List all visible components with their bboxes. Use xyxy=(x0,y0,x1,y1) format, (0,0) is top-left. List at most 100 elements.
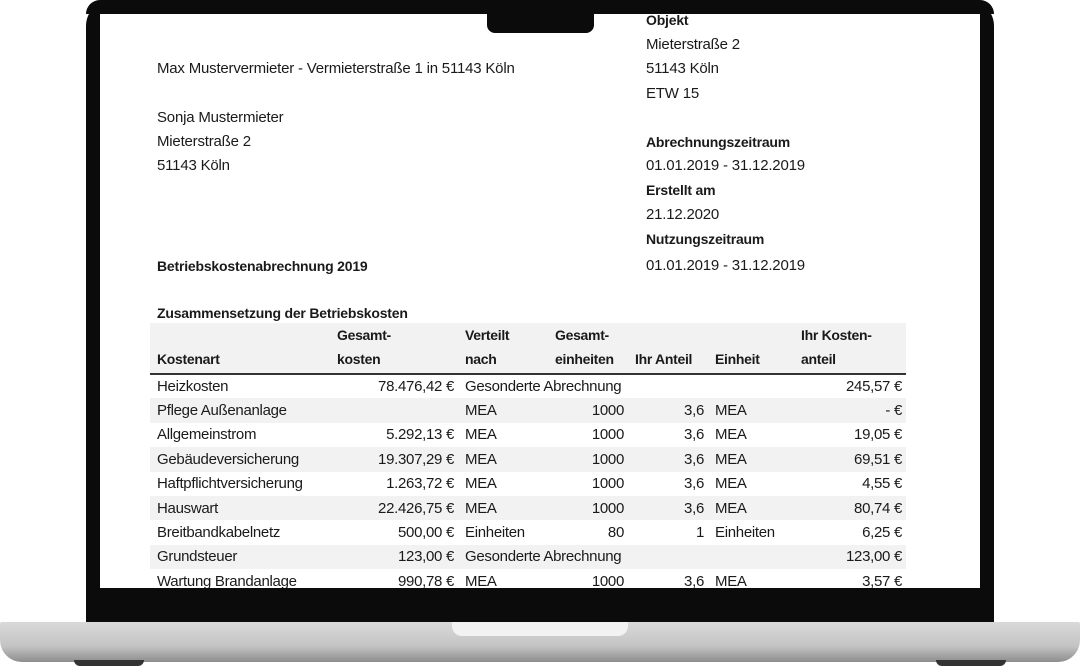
table-cell: 6,25 € xyxy=(862,524,902,542)
camera-notch xyxy=(487,14,594,33)
lid-opening-groove xyxy=(452,622,628,636)
cost-table: Kostenart Gesamt-kosten Verteilt nach Gesamt… xyxy=(150,323,906,588)
table-cell: MEA xyxy=(458,495,548,521)
table-cell: Pflege Außenanlage xyxy=(150,398,330,423)
table-cell: Allgemeinstrom xyxy=(157,426,257,444)
table-cell: 4,55 € xyxy=(862,475,902,493)
usage-period-label: Nutzungszeitraum xyxy=(646,231,765,247)
table-cell: 245,57 € xyxy=(846,378,902,396)
table-cell: 990,78 € xyxy=(398,572,454,588)
column-header: Einheit xyxy=(708,323,794,375)
object-city: 51143 Köln xyxy=(646,60,719,77)
bezel xyxy=(86,0,994,14)
created-value: 21.12.2020 xyxy=(646,206,720,223)
column-header-line: Gesamt- xyxy=(555,327,609,343)
column-header-line: Ihr Kosten- xyxy=(801,327,872,343)
table-cell: MEA xyxy=(458,398,548,423)
table-cell: MEA xyxy=(715,572,747,588)
laptop-foot xyxy=(74,660,144,666)
billing-period-value: 01.01.2019 - 31.12.2019 xyxy=(646,157,805,174)
table-cell: 3,6 xyxy=(684,475,704,493)
billing-period-label: Abrechnungszeitraum xyxy=(646,134,790,150)
table-cell: Breitbandkabelnetz xyxy=(157,524,281,542)
column-header-line: Verteilt xyxy=(465,327,510,343)
table-cell: 1000 xyxy=(591,572,624,588)
table-cell: 1000 xyxy=(591,426,624,444)
table-cell: 1000 xyxy=(548,495,628,521)
column-header-line: Einheit xyxy=(715,351,760,367)
document-screen: Max Mustervermieter - Vermieterstraße 1 … xyxy=(100,0,980,588)
table-cell: Einheiten xyxy=(715,524,775,542)
table-row: Grundsteuer 123,00 € Gesonderte Abrechnung… xyxy=(150,544,906,570)
table-row: Breitbandkabelnetz 500,00 € Einheiten 80 1 Ei… xyxy=(150,520,906,544)
document-title: Betriebskostenabrechnung 2019 xyxy=(157,258,368,274)
created-label: Erstellt am xyxy=(646,182,716,198)
table-cell: 19.307,29 € xyxy=(330,447,458,472)
column-header: Gesamt-kosten xyxy=(330,323,458,375)
column-header-line: kosten xyxy=(337,351,381,367)
table-cell: 1000 xyxy=(548,398,628,423)
table-cell: Gesonderte Abrechnung xyxy=(458,544,794,570)
column-header-line xyxy=(157,323,326,347)
column-header-line: nach xyxy=(465,351,497,367)
column-header-line: Ihr Anteil xyxy=(635,351,693,367)
recipient-street: Mieterstraße 2 xyxy=(157,133,251,150)
column-header-line xyxy=(715,323,790,347)
table-cell: MEA xyxy=(708,398,794,423)
table-cell: 1000 xyxy=(591,475,624,493)
table-cell: Hauswart xyxy=(150,495,330,521)
column-header: Gesamt-einheiten xyxy=(548,323,628,375)
table-cell: 123,00 € xyxy=(794,544,906,570)
table-cell: 80 xyxy=(607,524,624,542)
table-cell: Einheiten xyxy=(465,524,525,542)
table-cell: 69,51 € xyxy=(794,447,906,472)
table-cell: Heizkosten xyxy=(157,378,229,396)
table-cell: MEA xyxy=(715,426,747,444)
table-cell: MEA xyxy=(465,426,497,444)
usage-period-value: 01.01.2019 - 31.12.2019 xyxy=(646,257,805,274)
table-cell: 3,6 xyxy=(684,426,704,444)
table-cell: 78.476,42 € xyxy=(378,378,454,396)
table-cell: 3,6 xyxy=(628,495,708,521)
table-cell: 1000 xyxy=(548,447,628,472)
table-cell: Grundsteuer xyxy=(150,544,330,570)
column-header: Verteilt nach xyxy=(458,323,548,375)
table-cell: 5.292,13 € xyxy=(386,426,454,444)
laptop-foot xyxy=(936,660,1006,666)
table-row: Wartung Brandanlage 990,78 € MEA 1000 3,6 MEA… xyxy=(150,569,906,588)
table-cell: Haftpflichtversicherung xyxy=(157,475,303,493)
column-header-line: anteil xyxy=(801,351,836,367)
column-header: Ihr Kosten-anteil xyxy=(794,323,906,375)
table-cell: 3,6 xyxy=(628,447,708,472)
column-header-line: Kostenart xyxy=(157,351,220,367)
sender-line: Max Mustervermieter - Vermieterstraße 1 … xyxy=(157,60,515,77)
column-header-line: Gesamt- xyxy=(337,327,391,343)
recipient-name: Sonja Mustermieter xyxy=(157,109,284,126)
table-cell: MEA xyxy=(465,572,497,588)
table-cell: 500,00 € xyxy=(398,524,454,542)
table-cell: 3,6 xyxy=(628,398,708,423)
table-cell: Gesonderte Abrechnung xyxy=(465,378,622,396)
table-cell: 19,05 € xyxy=(854,426,902,444)
table-cell: 3,6 xyxy=(684,572,704,588)
table-cell: Gebäudeversicherung xyxy=(150,447,330,472)
table-cell: MEA xyxy=(708,447,794,472)
table-cell: 1.263,72 € xyxy=(386,475,454,493)
table-row: Heizkosten 78.476,42 € Gesonderte Abrechnu… xyxy=(150,374,906,398)
table-cell: MEA xyxy=(708,495,794,521)
column-header: Kostenart xyxy=(150,323,330,375)
column-header-line xyxy=(635,323,704,347)
recipient-city: 51143 Köln xyxy=(157,157,230,174)
table-cell xyxy=(330,398,458,423)
column-header-line: einheiten xyxy=(555,351,614,367)
column-header: Ihr Anteil xyxy=(628,323,708,375)
table-cell: 3,57 € xyxy=(862,572,902,588)
table-cell: MEA xyxy=(458,447,548,472)
object-label: Objekt xyxy=(646,12,689,28)
table-cell: MEA xyxy=(465,475,497,493)
section-title: Zusammensetzung der Betriebskosten xyxy=(157,305,408,321)
table-cell: 1 xyxy=(695,524,704,542)
object-unit: ETW 15 xyxy=(646,85,699,102)
table-row: Hauswart 22.426,75 € MEA 1000 3,6 MEA 80,74 € xyxy=(150,495,906,521)
table-row: Pflege Außenanlage MEA 1000 3,6 MEA - € xyxy=(150,398,906,423)
